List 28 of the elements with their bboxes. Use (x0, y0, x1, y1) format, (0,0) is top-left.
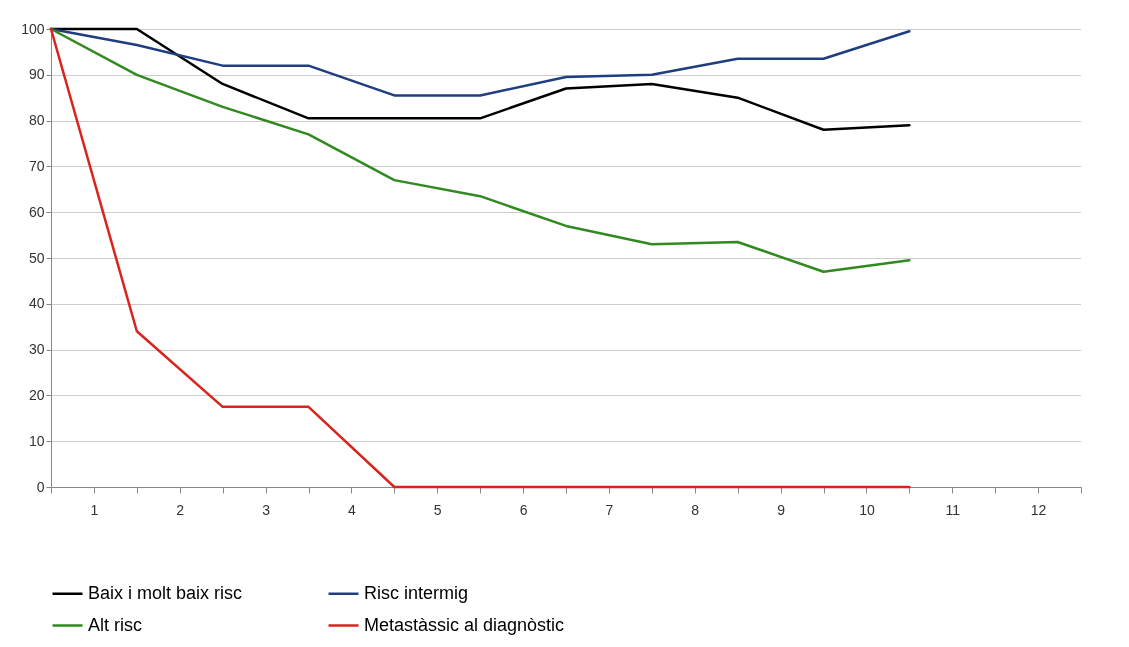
x-tick-label: 10 (859, 501, 875, 518)
legend-label: Metastàssic al diagnòstic (364, 614, 565, 635)
legend-label: Alt risc (88, 614, 142, 635)
x-tick-label: 11 (945, 501, 961, 518)
y-tick-label: 80 (28, 112, 45, 129)
legend-label: Baix i molt baix risc (88, 582, 243, 603)
x-tick-label: 4 (348, 501, 357, 518)
y-tick-label: 100 (21, 20, 45, 37)
line-series (49, 27, 911, 273)
x-tick-label: 2 (176, 501, 185, 518)
y-tick-label: 0 (36, 478, 45, 495)
y-tick-label: 20 (28, 386, 45, 403)
x-tick-label: 6 (519, 501, 528, 518)
y-tick-label: 90 (28, 66, 45, 83)
x-tick-label: 1 (90, 501, 99, 518)
legend-label: Risc intermig (364, 582, 469, 603)
y-tick-label: 60 (28, 203, 45, 220)
x-tick-label: 3 (262, 501, 271, 518)
y-tick-label: 50 (28, 249, 45, 266)
y-tick-label: 40 (28, 295, 45, 312)
x-tick-label: 7 (605, 501, 614, 518)
x-tick-label: 5 (433, 501, 442, 518)
y-tick-label: 30 (28, 341, 45, 358)
y-tick-label: 10 (28, 432, 45, 449)
x-tick-label: 9 (777, 501, 786, 518)
y-tick-label: 70 (28, 157, 45, 174)
x-tick-label: 12 (1030, 501, 1047, 518)
x-tick-label: 8 (691, 501, 700, 518)
